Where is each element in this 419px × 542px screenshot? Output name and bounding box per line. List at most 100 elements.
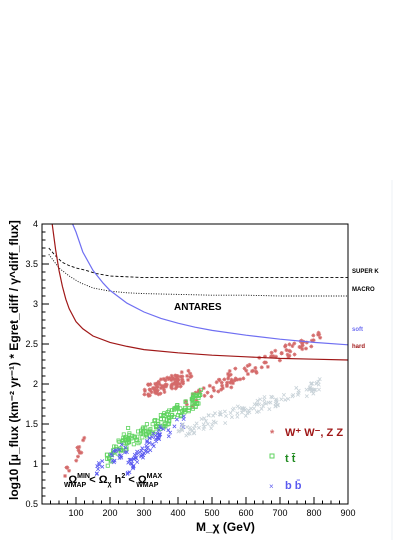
data-point-series-0 — [212, 388, 217, 393]
data-point-series-0 — [180, 379, 185, 384]
data-point-series-0 — [277, 358, 282, 363]
data-point-series-2 — [117, 453, 122, 458]
data-point-series-0 — [309, 338, 314, 343]
data-point-series-3 — [269, 394, 274, 399]
data-point-series-3 — [262, 394, 267, 399]
data-point-series-3 — [308, 386, 313, 391]
data-point-series-0 — [189, 374, 194, 379]
data-point-series-0 — [173, 373, 178, 378]
data-point-series-0 — [214, 380, 219, 385]
data-point-series-0 — [316, 330, 321, 335]
data-point-series-3 — [304, 394, 309, 399]
data-point-series-1 — [112, 444, 117, 449]
data-point-series-0 — [253, 369, 258, 374]
data-point-series-3 — [218, 410, 223, 415]
data-point-series-3 — [243, 413, 248, 418]
legend-label-bb: b b̄ — [285, 480, 302, 492]
data-point-series-0 — [303, 346, 308, 351]
data-point-series-0 — [220, 386, 225, 391]
data-point-series-1 — [197, 392, 202, 397]
omega-condition: ΩMIN WMAP < Ωχ h2 < ΩMAX WMAP — [64, 473, 163, 489]
data-point-series-1 — [153, 418, 158, 423]
data-point-series-2 — [125, 472, 130, 476]
data-point-series-2 — [123, 445, 128, 450]
data-point-series-0 — [183, 399, 188, 404]
data-point-series-0 — [287, 342, 292, 347]
data-point-series-0 — [238, 377, 243, 382]
data-point-series-2 — [154, 439, 159, 444]
data-point-series-0 — [75, 454, 80, 459]
x-axis-title: M_χ (GeV) — [196, 520, 255, 534]
data-point-series-0 — [146, 392, 151, 397]
data-point-series-1 — [115, 451, 120, 456]
data-point-series-0 — [175, 373, 180, 378]
data-point-series-0 — [228, 380, 233, 385]
data-point-series-0 — [233, 366, 238, 371]
data-point-series-2 — [174, 417, 179, 422]
data-point-series-3 — [211, 419, 216, 424]
data-point-series-3 — [268, 400, 273, 405]
data-point-series-0 — [161, 376, 166, 381]
legend-label-ww: W⁺ W⁻, Z Z — [285, 427, 343, 439]
data-point-series-0 — [226, 376, 231, 381]
data-point-series-2 — [110, 458, 115, 463]
data-point-series-0 — [229, 385, 234, 390]
data-point-series-3 — [199, 417, 204, 421]
data-point-series-0 — [178, 374, 183, 379]
data-point-series-3 — [240, 408, 245, 413]
data-point-series-1 — [190, 396, 195, 401]
data-point-series-0 — [262, 354, 267, 359]
data-point-series-1 — [150, 422, 155, 427]
data-point-series-3 — [206, 413, 211, 418]
data-point-series-2 — [144, 443, 149, 448]
curve-macro — [48, 254, 348, 297]
data-point-series-1 — [166, 415, 171, 420]
data-point-series-2 — [134, 451, 139, 456]
data-point-series-1 — [126, 440, 131, 445]
data-point-series-0 — [207, 383, 212, 388]
data-point-series-1 — [135, 434, 140, 439]
data-point-series-0 — [259, 365, 264, 370]
data-point-series-0 — [245, 372, 250, 377]
data-point-series-2 — [139, 454, 144, 459]
data-point-series-0 — [311, 338, 316, 343]
data-point-series-2 — [135, 460, 140, 465]
data-point-series-1 — [161, 417, 166, 422]
data-point-series-2 — [129, 457, 134, 462]
data-point-series-0 — [158, 377, 163, 382]
data-point-series-3 — [179, 427, 184, 432]
data-point-series-3 — [317, 387, 321, 392]
data-point-series-3 — [286, 396, 291, 401]
data-point-series-2 — [96, 460, 101, 465]
data-point-series-3 — [246, 408, 251, 413]
data-point-series-0 — [163, 378, 168, 383]
data-point-series-3 — [180, 422, 185, 427]
data-point-series-1 — [177, 410, 182, 415]
data-point-series-2 — [157, 432, 162, 437]
data-point-series-1 — [138, 431, 143, 436]
data-point-series-1 — [150, 430, 155, 435]
data-point-series-3 — [281, 392, 286, 397]
data-point-series-3 — [188, 425, 192, 430]
data-point-series-2 — [127, 457, 132, 462]
data-point-series-0 — [170, 383, 175, 388]
data-point-series-0 — [173, 386, 178, 391]
data-point-series-1 — [162, 422, 167, 427]
data-point-series-0 — [81, 438, 86, 443]
label-macro: MACRO — [352, 287, 375, 293]
data-point-series-0 — [188, 371, 193, 376]
data-point-series-0 — [196, 388, 201, 393]
data-point-series-0 — [233, 376, 238, 381]
label-soft: soft — [352, 327, 363, 333]
data-point-series-3 — [202, 424, 207, 429]
data-point-series-0 — [292, 341, 297, 346]
data-point-series-1 — [107, 455, 112, 460]
data-point-series-3 — [224, 413, 229, 418]
y-tick-label: 1 — [33, 459, 38, 469]
x-tick-label: 600 — [238, 508, 253, 518]
data-point-series-2 — [168, 430, 173, 435]
x-tick-label: 500 — [204, 508, 219, 518]
data-point-series-3 — [211, 413, 216, 418]
data-point-series-1 — [167, 421, 172, 426]
data-point-series-3 — [309, 381, 313, 386]
